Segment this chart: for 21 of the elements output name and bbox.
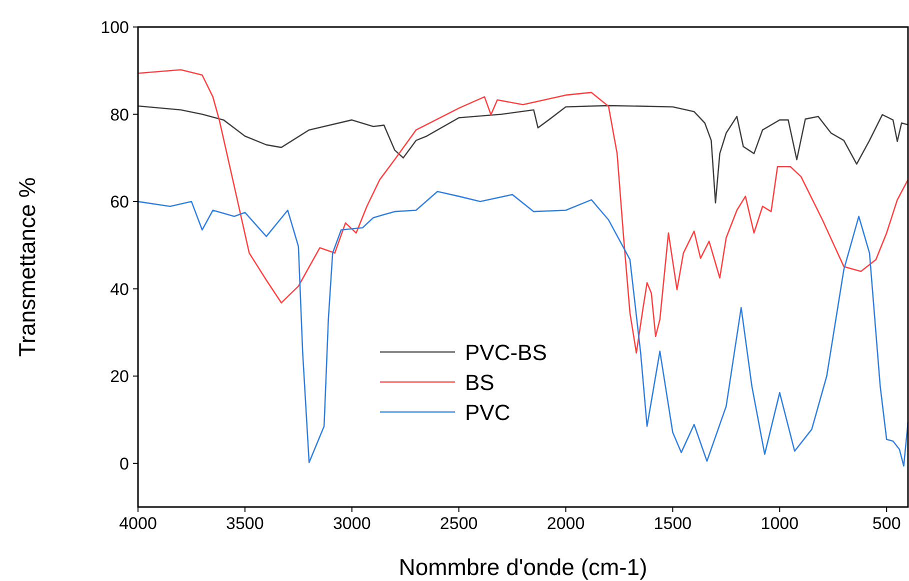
x-tick-label: 1000 [760,514,799,533]
x-axis-title: Nommbre d'onde (cm-1) [398,554,648,580]
legend-label: BS [465,370,494,395]
legend-label: PVC-BS [465,340,547,365]
line-series [137,104,909,204]
legend-label: PVC [465,400,510,425]
x-tick-label: 3500 [226,514,264,533]
x-tick-label: 2500 [440,514,478,533]
y-tick-label: 0 [120,454,129,474]
x-tick-label: 1500 [654,514,692,533]
x-tick-label: 2000 [546,514,585,533]
x-tick-label: 4000 [119,514,157,533]
x-tick-label: 3000 [332,514,371,533]
y-tick-label: 20 [110,367,129,386]
line-series [137,190,909,467]
x-tick-label: 500 [872,514,901,533]
y-tick-label: 40 [110,280,129,299]
y-axis-title: Transmettance % [14,177,40,357]
y-tick-label: 80 [110,105,129,124]
y-tick-label: 100 [100,18,129,37]
y-tick-label: 60 [110,192,129,212]
